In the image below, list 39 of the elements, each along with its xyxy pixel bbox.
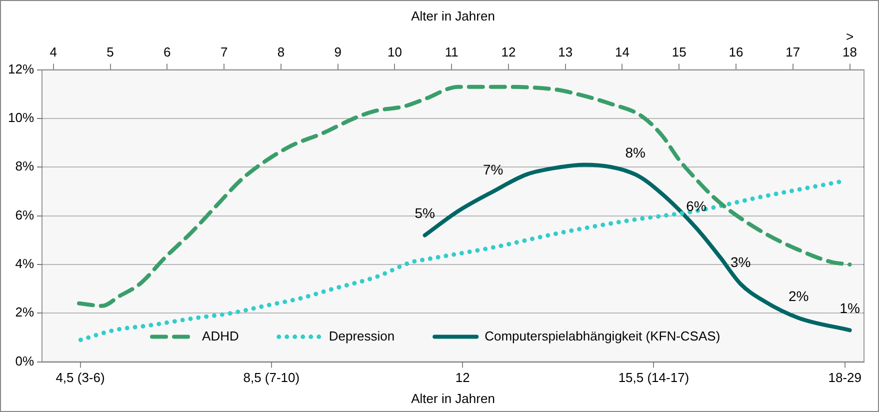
- x2-axis-title: Alter in Jahren: [411, 8, 495, 24]
- y-tick-label: 10%: [8, 110, 34, 126]
- x2-tick-label: 4: [50, 44, 58, 60]
- x2-tick-label: > 18: [842, 28, 858, 60]
- legend-label: Depression: [328, 328, 395, 344]
- x2-tick-label: 12: [501, 44, 516, 60]
- x-tick-label: 15,5 (14-17): [618, 370, 690, 386]
- y-tick-label: 6%: [15, 207, 34, 222]
- data-label: 2%: [788, 288, 809, 304]
- data-label: 6%: [686, 198, 706, 214]
- x2-tick-label: 7: [220, 44, 228, 60]
- y-tick-label: 12%: [8, 61, 34, 76]
- data-label: 8%: [625, 144, 646, 160]
- x2-tick-label: 8: [277, 44, 285, 60]
- x-tick-label: 4,5 (3-6): [56, 370, 105, 386]
- x2-tick-label: 11: [444, 44, 458, 60]
- data-label: 3%: [730, 254, 751, 270]
- y-tick-label: 4%: [15, 256, 34, 272]
- legend-label: ADHD: [202, 328, 239, 344]
- x2-tick-label: 17: [786, 44, 800, 60]
- x-tick-label: 12: [455, 370, 470, 386]
- x2-tick-label: 6: [164, 44, 171, 60]
- x2-tick-label: 16: [728, 44, 744, 60]
- x2-tick-label: 13: [558, 44, 573, 60]
- y-tick-label: 2%: [15, 304, 34, 320]
- x2-tick-label: 10: [387, 44, 402, 60]
- legend-label: Computerspielabhängigkeit (KFN-CSAS): [484, 328, 720, 344]
- data-label: 5%: [414, 205, 435, 222]
- x2-tick-label: 5: [106, 44, 114, 60]
- x-tick-label: 8,5 (7-10): [243, 370, 300, 386]
- data-label: 7%: [482, 161, 504, 178]
- data-label: 1%: [840, 300, 860, 316]
- x-tick-label: 18-29: [828, 370, 862, 386]
- x2-tick-label: 14: [615, 44, 630, 60]
- x2-tick-label: 15: [672, 44, 686, 60]
- x2-tick-label: 9: [334, 44, 342, 60]
- y-tick-label: 8%: [15, 158, 34, 174]
- y-tick-label: 0%: [15, 353, 34, 368]
- x-axis-title: Alter in Jahren: [411, 390, 495, 406]
